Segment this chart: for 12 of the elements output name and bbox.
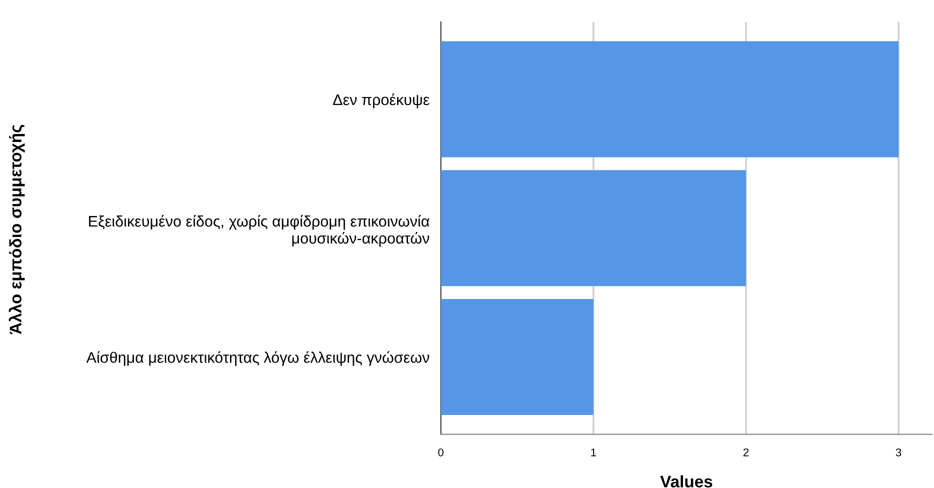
y-tick-label: Αίσθημα μειονεκτικότητας λόγω έλλειψης γνώσεων [86, 351, 430, 366]
x-tick-label: 0 [438, 448, 444, 456]
x-tick-label: 3 [896, 448, 902, 456]
bar [440, 41, 899, 158]
y-tick-label: Δεν προέκυψε [333, 94, 430, 108]
bar [440, 170, 746, 286]
y-tick-label: Εξειδικευμένο είδος, χωρίς αμφίδρομη επικοινωνία μουσικών-ακροατών [89, 215, 430, 247]
x-axis-title: Values [660, 475, 712, 488]
x-tick-label: 2 [743, 448, 749, 456]
x-tick-label: 1 [591, 448, 596, 456]
bar [440, 299, 594, 415]
y-axis-title: Άλλο εμπόδιο συμμετοχής [8, 124, 25, 334]
